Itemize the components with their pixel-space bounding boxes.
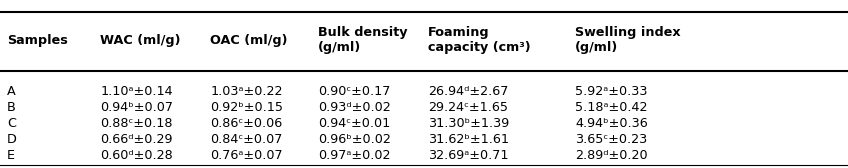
Text: 0.86ᶜ±0.06: 0.86ᶜ±0.06 [210,117,282,130]
Text: 0.88ᶜ±0.18: 0.88ᶜ±0.18 [100,117,172,130]
Text: 31.30ᵇ±1.39: 31.30ᵇ±1.39 [428,117,510,130]
Text: Bulk density
(g/ml): Bulk density (g/ml) [318,26,408,54]
Text: 0.94ᶜ±0.01: 0.94ᶜ±0.01 [318,117,390,130]
Text: 0.66ᵈ±0.29: 0.66ᵈ±0.29 [100,133,172,146]
Text: 0.60ᵈ±0.28: 0.60ᵈ±0.28 [100,149,173,162]
Text: D: D [7,133,17,146]
Text: Samples: Samples [7,34,68,47]
Text: 26.94ᵈ±2.67: 26.94ᵈ±2.67 [428,85,509,98]
Text: 0.93ᵈ±0.02: 0.93ᵈ±0.02 [318,101,391,114]
Text: 0.90ᶜ±0.17: 0.90ᶜ±0.17 [318,85,390,98]
Text: 3.65ᶜ±0.23: 3.65ᶜ±0.23 [575,133,647,146]
Text: B: B [7,101,15,114]
Text: 0.96ᵇ±0.02: 0.96ᵇ±0.02 [318,133,391,146]
Text: 4.94ᵇ±0.36: 4.94ᵇ±0.36 [575,117,648,130]
Text: 29.24ᶜ±1.65: 29.24ᶜ±1.65 [428,101,508,114]
Text: 0.94ᵇ±0.07: 0.94ᵇ±0.07 [100,101,173,114]
Text: 0.76ᵃ±0.07: 0.76ᵃ±0.07 [210,149,283,162]
Text: WAC (ml/g): WAC (ml/g) [100,34,181,47]
Text: 5.92ᵃ±0.33: 5.92ᵃ±0.33 [575,85,647,98]
Text: 2.89ᵈ±0.20: 2.89ᵈ±0.20 [575,149,648,162]
Text: A: A [7,85,15,98]
Text: 0.97ᵃ±0.02: 0.97ᵃ±0.02 [318,149,390,162]
Text: Swelling index
(g/ml): Swelling index (g/ml) [575,26,681,54]
Text: 1.03ᵃ±0.22: 1.03ᵃ±0.22 [210,85,282,98]
Text: OAC (ml/g): OAC (ml/g) [210,34,287,47]
Text: 31.62ᵇ±1.61: 31.62ᵇ±1.61 [428,133,510,146]
Text: E: E [7,149,14,162]
Text: 32.69ᵃ±0.71: 32.69ᵃ±0.71 [428,149,509,162]
Text: C: C [7,117,16,130]
Text: 0.84ᶜ±0.07: 0.84ᶜ±0.07 [210,133,282,146]
Text: 5.18ᵃ±0.42: 5.18ᵃ±0.42 [575,101,647,114]
Text: Foaming
capacity (cm³): Foaming capacity (cm³) [428,26,531,54]
Text: 1.10ᵃ±0.14: 1.10ᵃ±0.14 [100,85,173,98]
Text: 0.92ᵇ±0.15: 0.92ᵇ±0.15 [210,101,283,114]
